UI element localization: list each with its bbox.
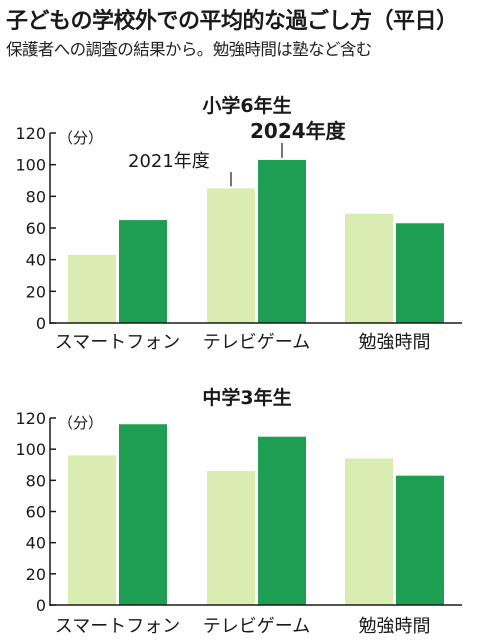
unit-label-0: （分） <box>58 129 103 147</box>
bar-0-s0-c2 <box>345 213 393 323</box>
category-label-1-1: テレビゲーム <box>203 616 310 637</box>
bar-0-s1-c2 <box>396 223 444 323</box>
bar-1-s0-c1 <box>207 470 255 605</box>
bar-1-s1-c2 <box>396 475 444 605</box>
bar-1-s0-c2 <box>345 458 393 605</box>
y-tick-label-1-120: 120 <box>15 409 46 428</box>
category-label-0-2: 勉強時間 <box>359 332 431 353</box>
y-tick-label-1-60: 60 <box>26 503 46 522</box>
bar-0-s0-c1 <box>207 188 255 323</box>
category-label-1-2: 勉強時間 <box>359 616 431 637</box>
chart-title-1: 中学3年生 <box>202 386 291 409</box>
y-tick-label-1-20: 20 <box>26 565 46 584</box>
bar-1-s0-c0 <box>68 455 116 605</box>
bar-0-s1-c1 <box>258 159 306 323</box>
y-tick-label-0-60: 60 <box>26 219 46 238</box>
y-tick-label-1-0: 0 <box>36 596 46 615</box>
category-label-0-1: テレビゲーム <box>203 332 310 353</box>
page-title: 子どもの学校外での平均的な過ごし方（平日） <box>6 9 458 34</box>
bar-0-s1-c0 <box>119 220 167 323</box>
y-tick-label-0-0: 0 <box>36 314 46 333</box>
chart-title-0: 小学6年生 <box>202 94 291 117</box>
y-tick-label-1-80: 80 <box>26 471 46 490</box>
y-tick-label-0-80: 80 <box>26 187 46 206</box>
page-subtitle: 保護者への調査の結果から。勉強時間は塾など含む <box>6 40 372 59</box>
y-tick-label-0-120: 120 <box>15 124 46 143</box>
bar-1-s1-c1 <box>258 436 306 605</box>
series-label-2024: 2024年度 <box>250 119 347 143</box>
bar-1-s1-c0 <box>119 424 167 605</box>
y-tick-label-0-40: 40 <box>26 251 46 270</box>
y-tick-label-0-100: 100 <box>15 156 46 175</box>
y-tick-label-1-40: 40 <box>26 534 46 553</box>
bar-0-s0-c0 <box>68 254 116 323</box>
category-label-0-0: スマートフォン <box>55 332 180 353</box>
y-tick-label-0-20: 20 <box>26 282 46 301</box>
y-tick-label-1-100: 100 <box>15 440 46 459</box>
unit-label-1: （分） <box>58 414 103 432</box>
category-label-1-0: スマートフォン <box>55 616 180 637</box>
series-label-2021: 2021年度 <box>128 151 210 172</box>
